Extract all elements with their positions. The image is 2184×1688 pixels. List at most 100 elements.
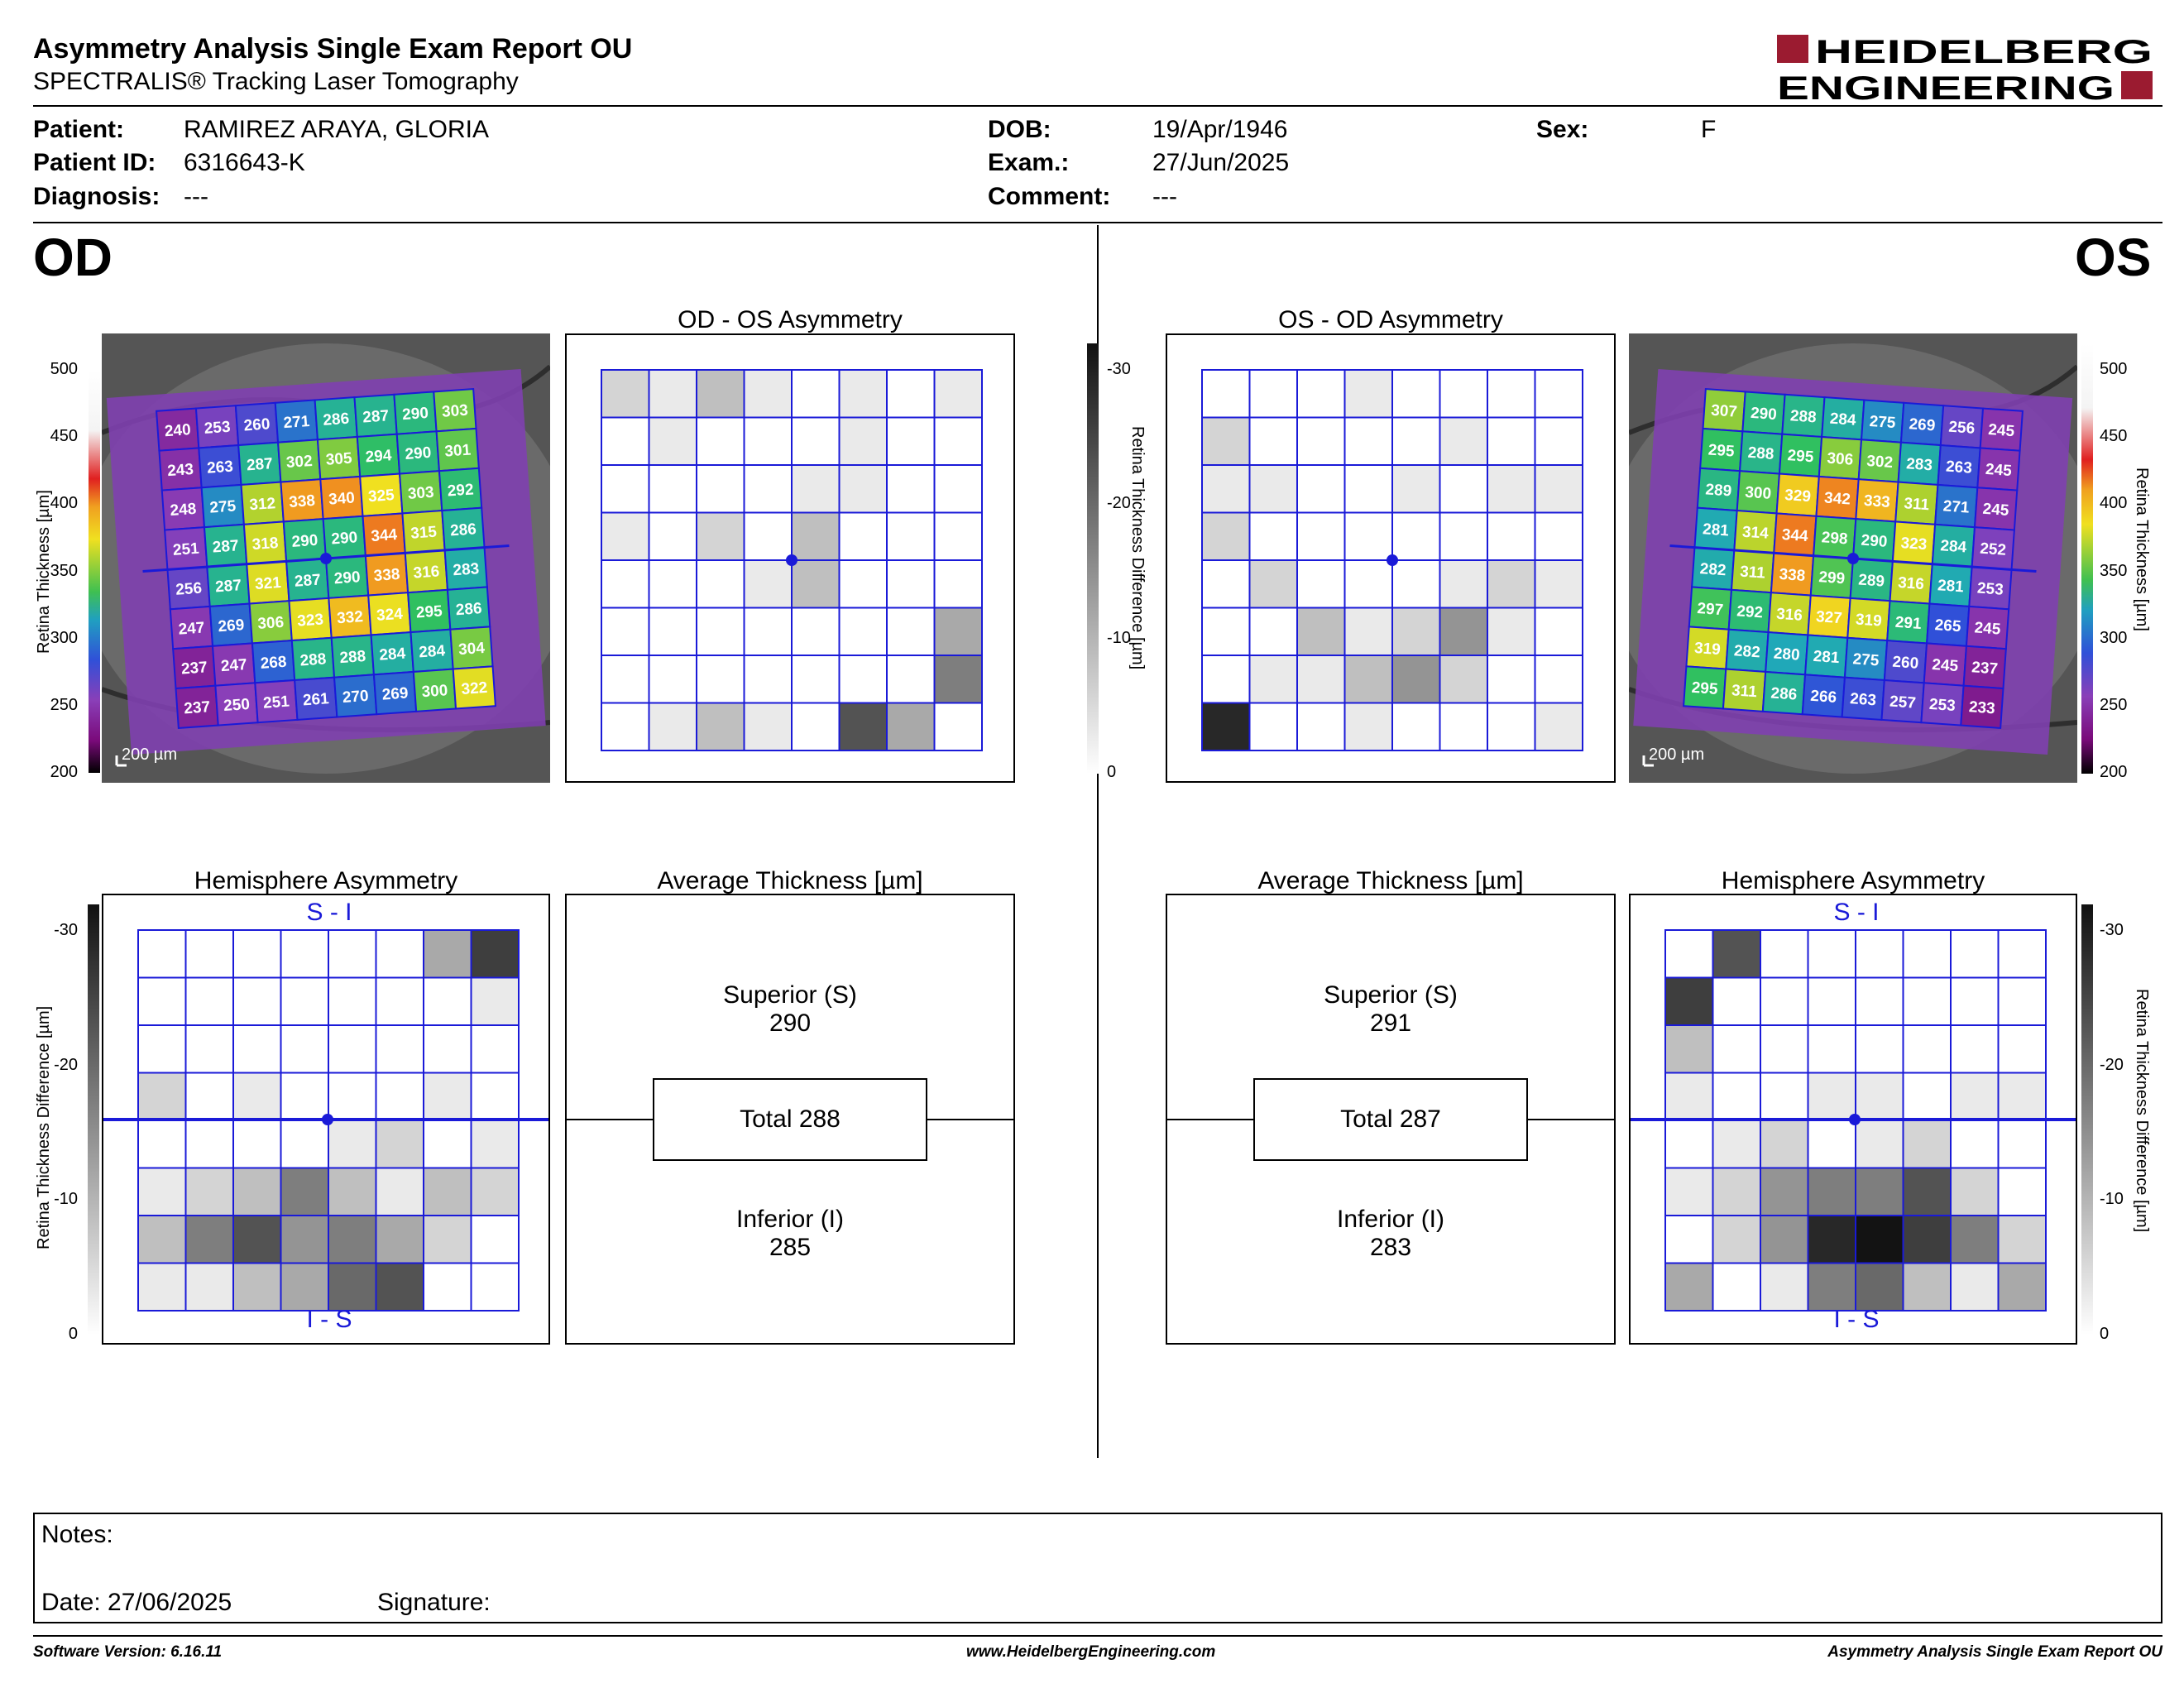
thickness-value: 327: [1815, 608, 1842, 627]
asymmetry-cell: [328, 1215, 377, 1264]
asymmetry-cell: [184, 1072, 234, 1121]
asymmetry-cell: [601, 416, 650, 466]
thickness-value: 275: [1852, 650, 1880, 669]
thickness-value: 305: [325, 450, 353, 469]
asymmetry-cell: [648, 511, 697, 561]
thickness-value: 306: [257, 614, 285, 633]
scale-tick: -30: [1107, 360, 1131, 378]
asymmetry-cell: [137, 1215, 187, 1264]
asymmetry-cell: [375, 1215, 424, 1264]
thickness-value: 290: [333, 568, 361, 587]
asymmetry-cell: [838, 464, 888, 514]
asymmetry-cell: [1664, 929, 1714, 979]
asymmetry-cell: [184, 1262, 234, 1312]
asymmetry-cell: [1855, 1024, 1904, 1074]
asymmetry-cell: [1902, 1120, 1952, 1169]
os-hemi-panel: S - I I - S: [1629, 894, 2077, 1345]
asymmetry-cell: [1807, 1072, 1856, 1121]
asymmetry-cell: [1487, 416, 1536, 466]
asymmetry-cell: [1343, 607, 1393, 656]
asymmetry-cell: [1487, 511, 1536, 561]
thickness-value: 300: [1745, 484, 1772, 503]
asymmetry-cell: [137, 1024, 187, 1074]
asymmetry-cell: [696, 607, 745, 656]
asymmetry-cell: [1760, 1262, 1809, 1312]
scale-tick: 0: [2100, 1325, 2110, 1343]
thickness-value: 324: [376, 606, 404, 625]
scale-tick: 200: [2100, 763, 2128, 781]
asymmetry-cell: [1664, 1215, 1714, 1264]
thickness-value: 268: [260, 654, 287, 673]
asymmetry-cell: [933, 369, 983, 419]
asymmetry-cell: [1534, 369, 1583, 419]
scale-tick: -10: [2100, 1190, 2124, 1209]
os-thickness-map: 307 290 288 284 275 269 256 245 295 288 295 306 302 2…: [1629, 333, 2077, 783]
thickness-value: 290: [1861, 532, 1888, 551]
asymmetry-cell: [1439, 607, 1488, 656]
thickness-value: 287: [212, 537, 239, 556]
od-hemi-panel: S - I I - S: [102, 894, 550, 1345]
od-avg-panel: Superior (S) 290 Total 288 Inferior (I) …: [565, 894, 1015, 1345]
notes-box[interactable]: Notes: Date: 27/06/2025 Signature:: [33, 1513, 2162, 1623]
asymmetry-cell: [1950, 1215, 2000, 1264]
comment-value: ---: [1152, 183, 1177, 210]
asymmetry-cell: [328, 1072, 377, 1121]
asymmetry-cell: [1855, 1120, 1904, 1169]
asymmetry-cell: [470, 1120, 520, 1169]
asymmetry-cell: [743, 655, 793, 704]
asymmetry-cell: [328, 1120, 377, 1169]
asymmetry-cell: [328, 976, 377, 1026]
thickness-value: 306: [1827, 450, 1854, 469]
asymmetry-cell: [838, 369, 888, 419]
fovea-dot: [1849, 1114, 1861, 1125]
os-superior-label: Superior (S): [1324, 981, 1458, 1009]
od-inferior-label: Inferior (I): [735, 1206, 845, 1233]
asymmetry-cell: [184, 1167, 234, 1216]
thickness-value: 271: [1942, 497, 1971, 516]
thickness-cell: [1960, 684, 2004, 729]
asymmetry-cell: [1664, 1167, 1714, 1216]
asymmetry-cell: [696, 702, 745, 751]
thickness-value: 299: [1818, 568, 1846, 587]
asymmetry-cell: [696, 369, 745, 419]
thickness-value: 247: [220, 656, 247, 675]
thickness-value: 300: [421, 682, 448, 701]
thickness-value: 295: [1787, 447, 1815, 466]
footer-website: www.HeidelbergEngineering.com: [966, 1643, 1216, 1661]
asymmetry-cell: [791, 511, 841, 561]
asymmetry-cell: [1950, 1072, 2000, 1121]
asymmetry-cell: [1534, 559, 1583, 609]
asymmetry-cell: [470, 1262, 520, 1312]
thickness-value: 237: [180, 659, 208, 678]
asymmetry-cell: [1201, 559, 1251, 609]
thickness-value: 263: [1945, 458, 1972, 477]
date-label: Date: 27/06/2025: [41, 1589, 232, 1616]
asymmetry-cell: [470, 1024, 520, 1074]
asymmetry-cell: [1950, 1024, 2000, 1074]
asymmetry-cell: [601, 607, 650, 656]
thickness-value: 253: [1976, 580, 2004, 599]
asymmetry-cell: [1439, 511, 1488, 561]
thickness-value: 253: [1928, 696, 1956, 715]
asymmetry-cell: [1439, 559, 1488, 609]
os-thickness-colorbar: [2081, 343, 2093, 774]
asymmetry-cell: [375, 1072, 424, 1121]
thickness-value: 283: [1906, 455, 1933, 474]
thickness-value: 270: [342, 688, 369, 707]
asymmetry-cell: [791, 559, 841, 609]
asymmetry-cell: [1391, 369, 1441, 419]
asymmetry-cell: [280, 1262, 329, 1312]
thickness-value: 245: [1985, 461, 2013, 480]
scale-tick: -10: [54, 1190, 78, 1209]
os-asym-title: OS - OD Asymmetry: [1278, 306, 1503, 333]
thickness-value: 323: [297, 611, 324, 630]
od-hemi-title: Hemisphere Asymmetry: [194, 867, 458, 894]
scale-tick: -20: [1107, 494, 1131, 513]
asymmetry-cell: [1391, 416, 1441, 466]
os-label: OS: [2075, 228, 2152, 287]
asymmetry-cell: [232, 976, 282, 1026]
asymmetry-cell: [696, 511, 745, 561]
asymmetry-cell: [933, 559, 983, 609]
asymmetry-cell: [423, 929, 472, 979]
asymmetry-cell: [648, 369, 697, 419]
